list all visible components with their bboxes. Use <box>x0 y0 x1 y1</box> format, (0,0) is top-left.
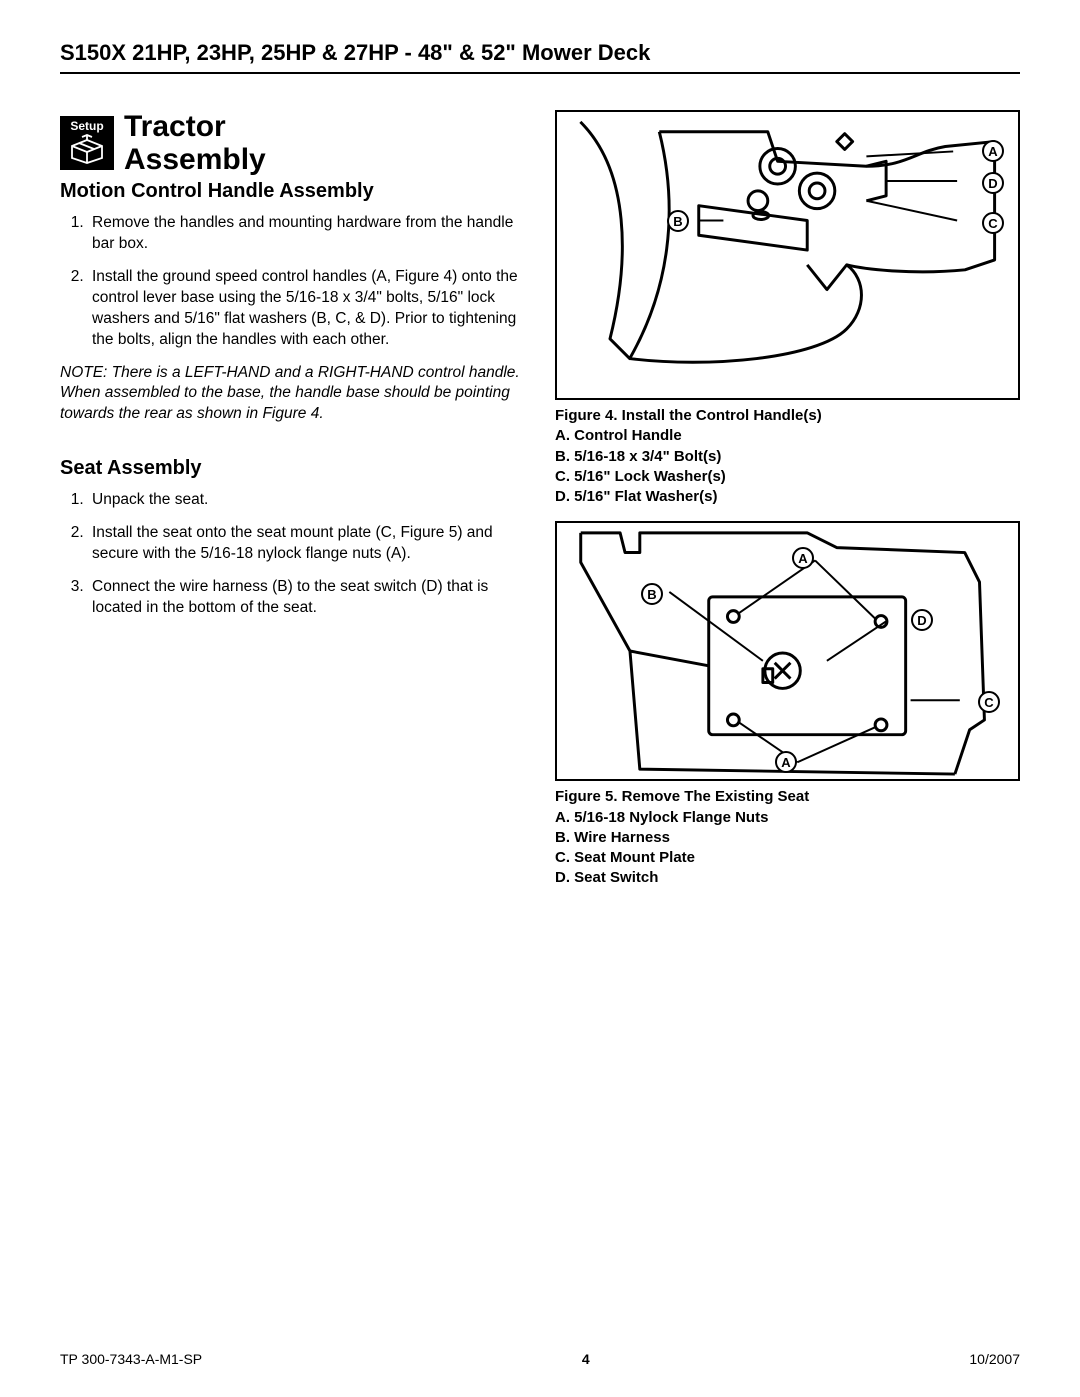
figure4-caption-line: C. 5/16" Lock Washer(s) <box>555 467 1020 487</box>
section1-note: NOTE: There is a LEFT-HAND and a RIGHT-H… <box>60 363 525 426</box>
figure4-box: A D C B <box>555 110 1020 400</box>
list-item: Install the ground speed control handles… <box>88 267 525 351</box>
figure5-caption-line: C. Seat Mount Plate <box>555 848 1020 868</box>
footer-doc-id: TP 300-7343-A-M1-SP <box>60 1351 202 1367</box>
list-item: Connect the wire harness (B) to the seat… <box>88 577 525 619</box>
figure5-caption-line: B. Wire Harness <box>555 828 1020 848</box>
callout-d: D <box>982 172 1004 194</box>
setup-icon-label: Setup <box>70 119 103 133</box>
content-columns: Setup Tractor Assembly Motion Control Ha… <box>60 110 1020 889</box>
section1-steps: Remove the handles and mounting hardware… <box>60 213 525 351</box>
list-item: Remove the handles and mounting hardware… <box>88 213 525 255</box>
figure4-caption-line: A. Control Handle <box>555 426 1020 446</box>
section2-steps: Unpack the seat. Install the seat onto t… <box>60 490 525 619</box>
main-heading-line1: Tractor <box>124 110 226 143</box>
figure4-caption: Figure 4. Install the Control Handle(s) … <box>555 406 1020 507</box>
setup-heading-row: Setup Tractor Assembly <box>60 110 525 176</box>
callout-b: B <box>667 210 689 232</box>
setup-icon: Setup <box>60 116 114 170</box>
right-column: A D C B Figure 4. Install the Control Ha… <box>555 110 1020 889</box>
list-item: Unpack the seat. <box>88 490 525 511</box>
figure5-drawing <box>557 523 1018 779</box>
footer-page-number: 4 <box>582 1351 590 1367</box>
figure4-drawing <box>557 112 1018 398</box>
footer-date: 10/2007 <box>969 1351 1020 1367</box>
figure4-caption-line: B. 5/16-18 x 3/4" Bolt(s) <box>555 447 1020 467</box>
left-column: Setup Tractor Assembly Motion Control Ha… <box>60 110 525 889</box>
page-footer: TP 300-7343-A-M1-SP 4 10/2007 <box>60 1351 1020 1367</box>
callout-c: C <box>982 212 1004 234</box>
figure5-caption-line: A. 5/16-18 Nylock Flange Nuts <box>555 808 1020 828</box>
figure5-caption-line: D. Seat Switch <box>555 868 1020 888</box>
figure5-caption-title: Figure 5. Remove The Existing Seat <box>555 787 1020 807</box>
callout-a: A <box>982 140 1004 162</box>
box-icon <box>68 134 106 164</box>
figure5-caption: Figure 5. Remove The Existing Seat A. 5/… <box>555 787 1020 888</box>
main-heading-line2: Assembly <box>124 143 266 176</box>
list-item: Install the seat onto the seat mount pla… <box>88 523 525 565</box>
figure4-caption-line: D. 5/16" Flat Washer(s) <box>555 487 1020 507</box>
page-header-title: S150X 21HP, 23HP, 25HP & 27HP - 48" & 52… <box>60 40 1020 66</box>
figure5-box: A A B D C <box>555 521 1020 781</box>
section1-heading: Motion Control Handle Assembly <box>60 180 525 203</box>
section2-heading: Seat Assembly <box>60 457 525 480</box>
header-rule <box>60 72 1020 74</box>
figure4-caption-title: Figure 4. Install the Control Handle(s) <box>555 406 1020 426</box>
main-heading: Tractor Assembly <box>124 110 266 176</box>
